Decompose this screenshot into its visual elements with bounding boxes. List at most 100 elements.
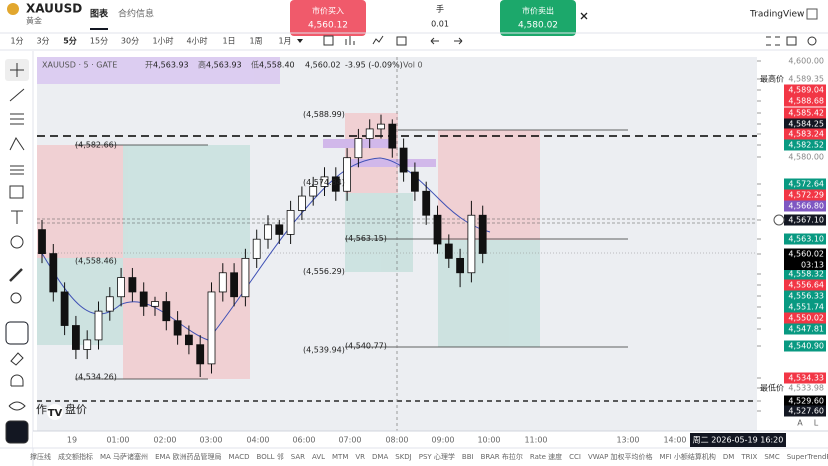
- checkbox[interactable]: [806, 8, 818, 20]
- price-label: 4,551.74: [788, 303, 824, 312]
- tool[interactable]: [9, 137, 25, 151]
- icon[interactable]: [345, 36, 355, 45]
- tool[interactable]: [9, 88, 25, 102]
- buy-price: 4,560.12: [308, 21, 348, 31]
- price-label: 4,572.64: [788, 180, 824, 189]
- icon[interactable]: [786, 36, 797, 46]
- price-label-bg: [784, 84, 826, 96]
- indicator[interactable]: 成交额指标: [58, 452, 93, 461]
- indicator[interactable]: MA 马萨诸塞州: [100, 452, 148, 461]
- highlight: [348, 159, 436, 167]
- time-labels: 19 01:00 02:00 03:00 04:00 06:00 07:00 08:00 09:…: [67, 436, 687, 445]
- interval[interactable]: 1周: [249, 37, 262, 46]
- indicator[interactable]: MFI 小额结算机构: [660, 452, 716, 461]
- interval[interactable]: 1日: [222, 37, 235, 46]
- toolbar-icons: [323, 35, 817, 46]
- indicator[interactable]: CCI: [569, 453, 581, 461]
- price-label: 4,558.32: [788, 270, 824, 279]
- candle-body: [467, 214, 476, 274]
- tool[interactable]: [5, 420, 29, 444]
- candle-body: [38, 229, 46, 254]
- indicator[interactable]: PSY 心理学: [419, 452, 455, 461]
- interval[interactable]: 1月: [278, 37, 291, 46]
- undo[interactable]: [430, 37, 439, 45]
- icon[interactable]: [766, 36, 780, 46]
- log-mode[interactable]: L: [814, 419, 819, 428]
- candle-body: [264, 224, 272, 240]
- tool[interactable]: [9, 268, 23, 282]
- interval[interactable]: 30分: [121, 37, 139, 46]
- price-label: 4,583.24: [788, 130, 824, 139]
- tool[interactable]: [10, 352, 24, 366]
- icon[interactable]: [396, 36, 407, 46]
- interval[interactable]: 3分: [36, 37, 49, 46]
- scale-mode[interactable]: A: [797, 419, 803, 428]
- annotations: (4,588.99) (4,582.66) (4,574.84) (4,563.15)…: [75, 110, 387, 381]
- sell-button[interactable]: [500, 0, 576, 36]
- dropdown-arrow[interactable]: [297, 39, 303, 43]
- indicator[interactable]: EMA 欧洲药品管理局: [155, 452, 221, 461]
- interval[interactable]: 15分: [90, 37, 108, 46]
- candle-body: [410, 171, 419, 192]
- tab[interactable]: 合约信息: [118, 8, 154, 20]
- indicator[interactable]: MTM: [332, 453, 348, 461]
- tool[interactable]: [10, 292, 22, 304]
- indicator[interactable]: MACD: [229, 453, 250, 461]
- add-alert[interactable]: [773, 214, 785, 226]
- tab[interactable]: 图表: [90, 8, 109, 20]
- indicator[interactable]: SAR: [291, 453, 305, 461]
- indicator[interactable]: BRAR 布拉尔: [481, 452, 523, 461]
- price-label: 4,567.10: [788, 216, 824, 225]
- indicator[interactable]: DM: [723, 453, 734, 461]
- indicator[interactable]: Rate 速度: [530, 452, 562, 461]
- indicator[interactable]: TRIX: [740, 453, 757, 461]
- interval[interactable]: 1小时: [152, 36, 173, 46]
- icon[interactable]: [323, 35, 334, 46]
- price-label: 4,550.02: [788, 314, 824, 323]
- indicator[interactable]: BOLL 邻: [257, 452, 284, 461]
- tool[interactable]: [5, 321, 29, 345]
- candle-body: [72, 325, 80, 350]
- redo[interactable]: [454, 37, 463, 45]
- legend-item: 4,563.93: [206, 61, 242, 70]
- tool[interactable]: [8, 401, 26, 411]
- candle-body: [230, 272, 239, 298]
- price-label-bg: [784, 128, 826, 140]
- indicator[interactable]: AVL: [312, 453, 325, 461]
- icon[interactable]: [807, 36, 817, 46]
- tool[interactable]: [10, 63, 24, 77]
- legend-item: 高: [198, 60, 206, 70]
- candle-body: [365, 128, 374, 139]
- indicator[interactable]: VR: [355, 453, 365, 461]
- interval[interactable]: 4小时: [186, 36, 207, 46]
- candle-body: [297, 195, 306, 211]
- tool[interactable]: [10, 165, 24, 175]
- sell-price: 4,580.02: [518, 21, 558, 31]
- price-label-bg: [784, 290, 826, 302]
- price-label-bg: [784, 340, 826, 352]
- interval[interactable]: 5分: [63, 36, 77, 46]
- legend-item: Vol 0: [403, 61, 423, 70]
- candle-body: [320, 176, 329, 187]
- indicator[interactable]: DMA: [372, 453, 388, 461]
- tool[interactable]: [9, 185, 24, 199]
- indicator[interactable]: VWAP 加权平均价格: [588, 452, 653, 461]
- buy-button[interactable]: [290, 0, 366, 36]
- indicator[interactable]: SKDJ: [395, 453, 412, 461]
- close-icon[interactable]: [580, 12, 588, 20]
- indicator[interactable]: BBI: [462, 453, 474, 461]
- tool[interactable]: [10, 374, 24, 387]
- symbol-subtitle: 黄金: [26, 16, 42, 26]
- price-annotation: (4,588.99): [303, 110, 345, 119]
- lot-value[interactable]: 0.01: [431, 20, 449, 29]
- indicator[interactable]: SMC: [764, 453, 779, 461]
- tool[interactable]: [11, 210, 23, 224]
- candle-body: [444, 243, 453, 259]
- indicator[interactable]: 撑压线: [30, 452, 51, 461]
- indicator[interactable]: SuperTrendPro: [787, 453, 828, 461]
- tool[interactable]: [10, 113, 24, 125]
- tool[interactable]: [10, 235, 24, 249]
- price-label-bg: [784, 268, 826, 280]
- interval[interactable]: 1分: [10, 37, 23, 46]
- icon[interactable]: [372, 35, 384, 45]
